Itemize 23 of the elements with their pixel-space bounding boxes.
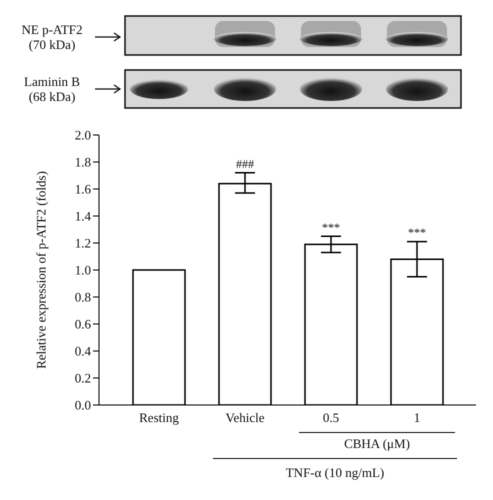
y-tick-label: 0.8 — [74, 290, 91, 305]
text: CBHA (μM) — [343, 436, 411, 452]
text: TNF-α (10 ng/mL) — [284, 465, 386, 481]
y-tick-label: 1.2 — [74, 236, 91, 251]
annotation: ### — [236, 156, 254, 171]
y-tick-label: 1.8 — [74, 154, 91, 170]
y-axis-title: Relative expression of p-ATF2 (folds) — [34, 171, 49, 369]
y-tick-label: 1.6 — [74, 182, 92, 197]
y-tick-label: 0.6 — [74, 316, 92, 332]
y-tick-label: 1.4 — [74, 208, 92, 224]
x-tick-label: Resting — [139, 410, 180, 426]
x-tick-label: Vehicle — [226, 410, 265, 426]
annotation: *** — [408, 226, 426, 240]
y-tick-label: 0.0 — [74, 398, 91, 413]
x-tick-label: 1 — [414, 410, 420, 426]
y-tick-label: 1.0 — [74, 262, 91, 278]
text: NE p-ATF2 (70 kDa) — [20, 22, 84, 52]
annotation: *** — [322, 220, 340, 234]
y-tick-label: 0.4 — [74, 344, 92, 359]
x-tick-label: 0.5 — [322, 410, 340, 426]
y-tick-label: 2.0 — [74, 128, 91, 143]
y-tick-label: 0.2 — [74, 370, 91, 386]
text: Laminin B (68 kDa) — [23, 74, 81, 104]
